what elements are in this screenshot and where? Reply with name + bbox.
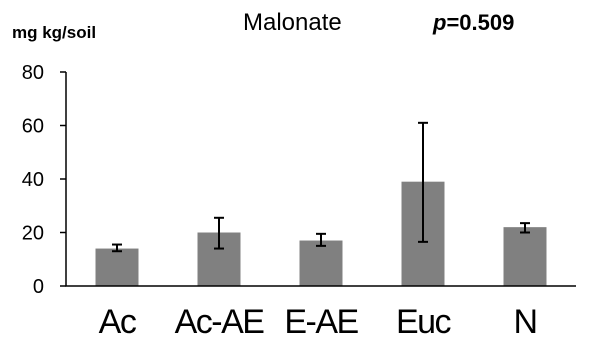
chart-title: Malonate (243, 9, 342, 36)
error-bar-ac-ae (214, 216, 224, 250)
bar-e-ae (299, 240, 343, 286)
x-axis-ticks: Ac Ac-AE E-AE Euc N (99, 303, 538, 338)
p-value-text: =0.509 (446, 10, 514, 35)
x-tick-label: Euc (396, 303, 452, 338)
p-value: p=0.509 (432, 10, 514, 35)
error-bar-euc (418, 121, 428, 243)
bar-n (503, 227, 547, 286)
error-bar-e-ae (316, 232, 326, 247)
y-tick-label: 80 (22, 62, 44, 84)
y-axis-ticks: 0 20 40 60 80 (22, 62, 66, 298)
p-value-label: p (432, 10, 446, 35)
y-tick-label: 60 (22, 116, 44, 138)
x-tick-label: Ac (99, 303, 137, 338)
y-axis-label: mg kg/soil (12, 23, 96, 42)
y-tick-label: 0 (33, 276, 44, 298)
bar-ac (95, 248, 139, 286)
axes (65, 72, 576, 287)
y-tick-label: 40 (22, 169, 44, 191)
x-tick-label: N (513, 303, 536, 338)
error-bars (112, 121, 530, 253)
bars (95, 181, 547, 286)
x-tick-label: Ac-AE (175, 303, 265, 338)
y-tick-label: 20 (22, 223, 44, 245)
error-bar-ac (112, 243, 122, 253)
x-tick-label: E-AE (284, 303, 358, 338)
error-bar-n (520, 222, 530, 234)
